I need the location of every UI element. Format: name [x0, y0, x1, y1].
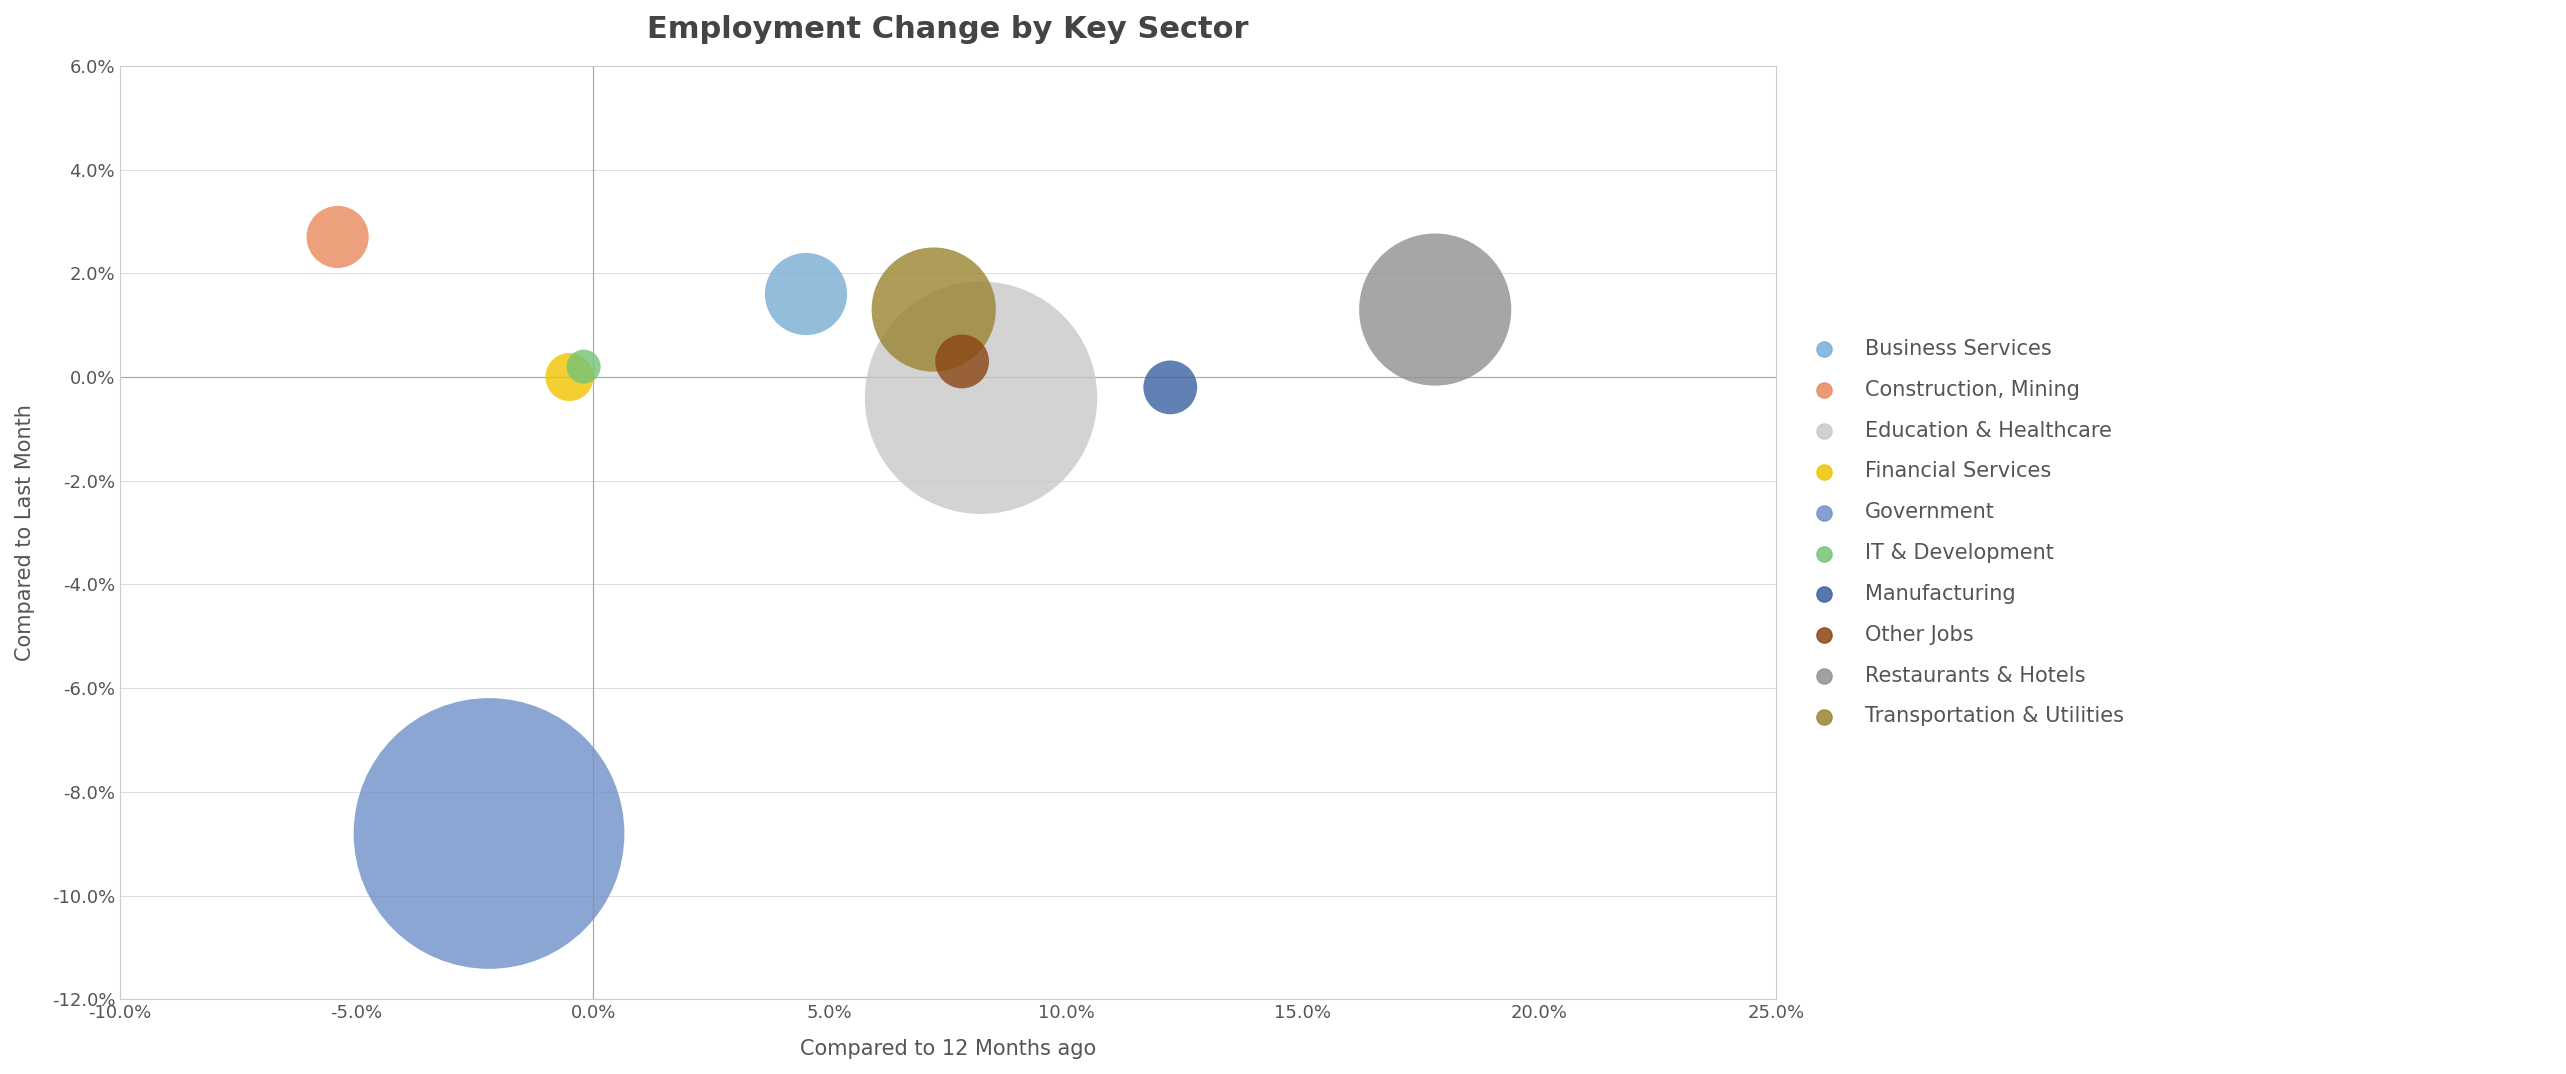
Point: [960, 389, 1001, 406]
Y-axis label: Compared to Last Month: Compared to Last Month: [15, 404, 36, 662]
Title: Employment Change by Key Sector: Employment Change by Key Sector: [647, 15, 1250, 44]
Legend: Business Services, Construction, Mining, Education & Healthcare, Financial Servi: Business Services, Construction, Mining,…: [1804, 339, 2125, 726]
Point: [913, 301, 955, 318]
Point: [470, 825, 511, 842]
Point: [1414, 301, 1455, 318]
Point: [549, 368, 590, 386]
Point: [1150, 379, 1191, 396]
Point: [785, 286, 826, 303]
Point: [942, 353, 983, 371]
Point: [318, 229, 359, 246]
Point: [562, 358, 603, 375]
X-axis label: Compared to 12 Months ago: Compared to 12 Months ago: [801, 1039, 1096, 1059]
